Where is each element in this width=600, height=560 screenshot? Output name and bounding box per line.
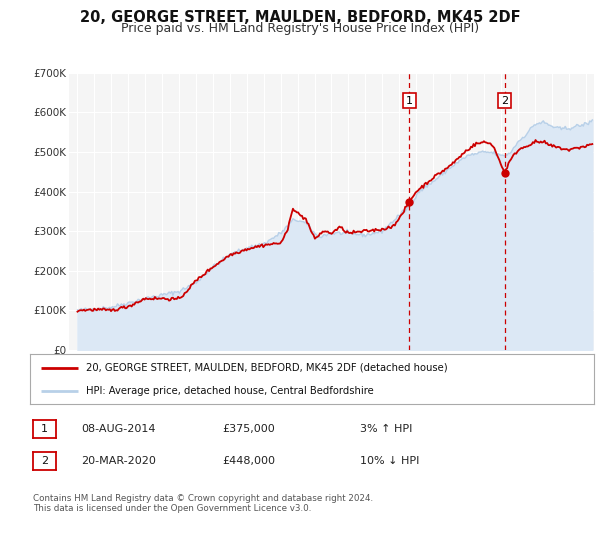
Text: 08-AUG-2014: 08-AUG-2014 bbox=[81, 424, 155, 434]
Text: 3% ↑ HPI: 3% ↑ HPI bbox=[360, 424, 412, 434]
Text: 1: 1 bbox=[41, 424, 48, 434]
Text: 20, GEORGE STREET, MAULDEN, BEDFORD, MK45 2DF (detached house): 20, GEORGE STREET, MAULDEN, BEDFORD, MK4… bbox=[86, 362, 448, 372]
Text: 20, GEORGE STREET, MAULDEN, BEDFORD, MK45 2DF: 20, GEORGE STREET, MAULDEN, BEDFORD, MK4… bbox=[80, 10, 520, 25]
Text: £448,000: £448,000 bbox=[222, 456, 275, 466]
Text: HPI: Average price, detached house, Central Bedfordshire: HPI: Average price, detached house, Cent… bbox=[86, 386, 374, 396]
Text: 1: 1 bbox=[406, 96, 413, 105]
Text: £375,000: £375,000 bbox=[222, 424, 275, 434]
Text: Price paid vs. HM Land Registry's House Price Index (HPI): Price paid vs. HM Land Registry's House … bbox=[121, 22, 479, 35]
Text: Contains HM Land Registry data © Crown copyright and database right 2024.
This d: Contains HM Land Registry data © Crown c… bbox=[33, 494, 373, 514]
Text: 2: 2 bbox=[41, 456, 48, 466]
Text: 10% ↓ HPI: 10% ↓ HPI bbox=[360, 456, 419, 466]
Text: 20-MAR-2020: 20-MAR-2020 bbox=[81, 456, 156, 466]
Text: 2: 2 bbox=[501, 96, 508, 105]
